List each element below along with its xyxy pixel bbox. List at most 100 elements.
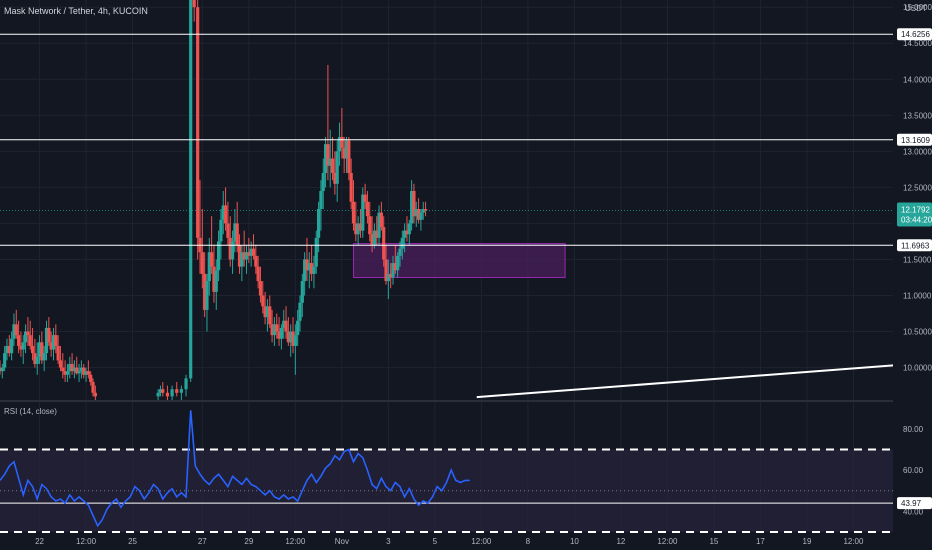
- time-axis[interactable]: 22 12:00 25 27 29 12:00 Nov 3 5 12:00 8 10 12 12:00 15…: [0, 533, 932, 550]
- candle-body: [0, 367, 4, 372]
- candle-body: [263, 306, 267, 318]
- candle-body: [423, 209, 428, 211]
- level-price-tag[interactable]: [897, 28, 932, 41]
- candle: [77, 363, 81, 382]
- grid: [0, 0, 893, 532]
- candle: [403, 223, 407, 253]
- price-tick-label: 10.0000: [903, 364, 932, 373]
- candle: [396, 252, 400, 278]
- candle-body: [223, 205, 228, 224]
- candle: [192, 0, 196, 22]
- candle: [63, 360, 67, 382]
- candle-body: [240, 252, 244, 267]
- candle-body: [354, 223, 358, 235]
- candle: [216, 230, 221, 282]
- candle: [372, 223, 377, 249]
- candle-body: [221, 205, 225, 220]
- candle: [410, 180, 414, 231]
- candle-body: [256, 266, 260, 282]
- candle-body: [382, 227, 386, 260]
- candle-body: [300, 281, 304, 303]
- candle-body: [326, 144, 330, 166]
- candle: [247, 237, 251, 264]
- current-price-tag[interactable]: [897, 202, 932, 227]
- time-tick-label: 10: [570, 537, 579, 546]
- candle: [268, 295, 272, 328]
- candle-body: [207, 252, 211, 282]
- candle-body: [361, 194, 365, 231]
- candle: [258, 266, 263, 303]
- time-tick-label: 12:00: [285, 537, 306, 546]
- candle: [47, 317, 51, 346]
- candle-body: [247, 252, 251, 256]
- candle-body: [279, 327, 283, 339]
- candle: [228, 216, 232, 267]
- candle-body: [275, 324, 279, 332]
- trend-line-stroke[interactable]: [476, 364, 894, 399]
- candle: [214, 259, 218, 310]
- candle-body: [14, 324, 18, 336]
- candle: [368, 201, 372, 242]
- candle-body: [340, 136, 344, 148]
- candle-body: [165, 392, 170, 397]
- level-price-tag[interactable]: [897, 239, 932, 252]
- candle: [286, 317, 290, 346]
- time-tick-label: 22: [35, 537, 44, 546]
- level-price-tag[interactable]: [897, 133, 932, 146]
- candle: [35, 342, 39, 375]
- candle-body: [56, 345, 60, 361]
- candle: [42, 345, 46, 372]
- rsi-pane: [0, 410, 893, 533]
- candle-body: [75, 367, 79, 374]
- candle-body: [219, 219, 223, 242]
- candle: [314, 230, 318, 274]
- candle: [405, 216, 409, 242]
- candle: [196, 0, 200, 260]
- candle: [237, 234, 242, 274]
- candle: [3, 345, 7, 372]
- time-tick-label: 29: [244, 537, 253, 546]
- candle: [354, 201, 358, 242]
- candle-body: [26, 331, 30, 336]
- rsi-band: [0, 449, 893, 532]
- candle-body: [82, 367, 86, 375]
- currency-label: USDT: [905, 4, 927, 13]
- candle-body: [228, 237, 232, 260]
- candle-body: [196, 7, 200, 238]
- candle: [54, 324, 58, 354]
- candle: [256, 255, 260, 289]
- candle: [91, 378, 95, 397]
- candle: [319, 180, 323, 231]
- rsi-line: [0, 410, 470, 528]
- candle: [242, 230, 246, 267]
- candle: [330, 136, 335, 181]
- trend-line[interactable]: [476, 364, 894, 399]
- candle-body: [403, 230, 407, 238]
- candle: [265, 299, 270, 332]
- candle-body: [398, 248, 402, 256]
- candle: [14, 309, 18, 339]
- candle-body: [254, 255, 258, 267]
- candle-body: [356, 223, 360, 235]
- candle: [289, 324, 293, 357]
- candle: [363, 183, 367, 210]
- candle: [93, 385, 97, 400]
- candle: [17, 320, 21, 354]
- price-levels[interactable]: [0, 33, 893, 246]
- candle: [203, 252, 207, 318]
- candle-body: [19, 345, 23, 350]
- candle-body: [242, 252, 246, 260]
- candle-body: [335, 151, 339, 184]
- rsi-value-tag[interactable]: [897, 497, 932, 510]
- candle-body: [86, 371, 90, 375]
- price-axis[interactable]: 10.000010.500011.000011.500012.000012.50…: [897, 3, 932, 373]
- candle-body: [419, 212, 423, 220]
- candle-body: [277, 331, 281, 339]
- candle-body: [210, 252, 214, 267]
- candle: [349, 158, 353, 210]
- candle: [326, 64, 330, 181]
- candle: [10, 331, 14, 361]
- candle-body: [12, 324, 16, 339]
